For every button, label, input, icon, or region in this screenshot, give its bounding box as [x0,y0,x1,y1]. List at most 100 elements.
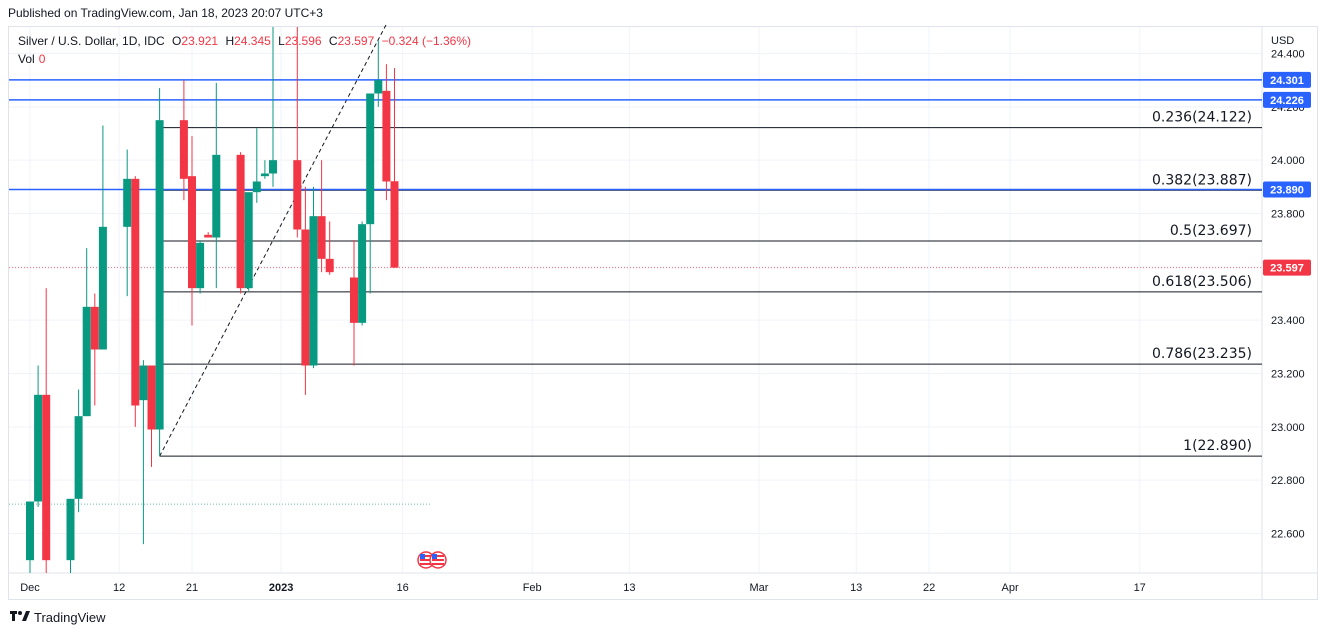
candle-body [26,501,34,561]
hline-price-badge-bg [1263,71,1311,88]
candle-body [236,154,245,289]
low-label: L [278,34,285,48]
fib-level-label: 1(22.890) [1183,438,1252,454]
candle-body [66,498,75,561]
fib-level-label: 0.382(23.887) [1152,172,1252,188]
candle-body [390,181,399,268]
candle-body [155,120,164,430]
footer-brand-label: TradingView [34,610,106,625]
event-flag-stripe [420,555,432,557]
time-tick-label: Apr [1002,582,1019,594]
candle-body [350,277,358,323]
currency-label: USD [1271,35,1294,47]
chart-legend: Silver / U.S. Dollar, 1D, IDC O23.921 H2… [18,34,471,48]
high-value: 24.345 [234,34,271,48]
hline-price-badge: 23.890 [1270,185,1304,197]
price-axis[interactable]: USD22.60022.80023.00023.20023.40023.6002… [1271,35,1305,541]
fib-level-label: 0.618(23.506) [1152,274,1252,290]
last-price-badge-bg [1263,259,1311,276]
candle-body [317,216,326,259]
time-axis[interactable]: Dec 12 21 2023 16 Feb 13 Mar 13 22 Apr 17 [20,582,1146,594]
fib-level-label: 0.5(23.697) [1170,223,1252,239]
low-value: 23.596 [284,34,322,48]
time-tick-label: 16 [396,582,408,594]
candle-body [34,394,43,502]
candle-body [244,192,253,289]
time-tick-label: 13 [850,582,862,594]
footer-brand[interactable]: TradingView [10,610,106,625]
candle-body [301,229,310,366]
fib-trend-line [159,23,387,457]
candle-body [293,160,302,230]
high-label: H [225,34,235,48]
candle-body [382,90,391,182]
time-tick-label: Feb [523,582,542,594]
hline-price-badge-bg [1263,91,1311,108]
candle-body [358,224,367,323]
candle-body [90,306,99,350]
open-value: 23.921 [181,34,219,48]
price-tick-label: 22.800 [1271,475,1305,487]
candle-body [260,173,269,177]
event-flag-stripe [432,555,444,557]
close-label: C [328,34,338,48]
volume-legend: Vol 0 [18,52,45,66]
candle-body [188,176,196,289]
candle-body [98,226,107,350]
candle-body [325,258,334,273]
vol-value: 0 [38,52,46,66]
us-flag-events-icon[interactable] [417,551,447,569]
vol-label: Vol [18,52,35,66]
price-tick-label: 24.000 [1271,155,1305,167]
time-tick-label: 2023 [269,582,293,594]
time-tick-label: 22 [923,582,935,594]
event-flag-stripe [420,559,432,561]
event-flag-stripe [432,559,444,561]
time-tick-label: Dec [20,582,40,594]
price-tick-label: 22.600 [1271,529,1305,541]
symbol-title: Silver / U.S. Dollar, 1D, IDC [18,34,165,48]
event-flag-stripe [420,563,432,565]
candle-body [212,154,221,238]
candle-body [42,394,51,561]
hline-price-badge-bg [1263,181,1311,198]
candle-body [147,365,156,430]
fibonacci-retracement[interactable]: 0.236(24.122) 0.382(23.887) 0.5(23.697) 0.6… [159,23,1262,457]
candle-body [123,178,132,227]
open-label: O [172,34,182,48]
time-tick-label: 13 [623,582,635,594]
event-flag-canton [432,554,437,559]
close-value: 23.597 [337,34,375,48]
candle-body [196,242,205,289]
time-tick-label: 17 [1134,582,1146,594]
grid [9,27,1318,600]
candle-body [269,160,277,174]
hline-price-badge: 24.301 [1270,75,1304,87]
candle-body [252,181,261,193]
candle-body [139,365,148,401]
candle-body [366,93,375,225]
tv-logo-icon [10,610,30,625]
last-price-badge: 23.597 [1270,263,1304,275]
candle-body [179,120,188,179]
price-tick-label: 24.400 [1271,49,1305,61]
fib-level-label: 0.786(23.235) [1152,346,1252,362]
candle-body [204,234,213,238]
candle-body [74,416,83,499]
time-tick-label: Mar [750,582,769,594]
price-tick-label: 23.000 [1271,422,1305,434]
event-flag-canton [420,554,425,559]
time-tick-label: 21 [186,582,198,594]
change-value: −0.324 (−1.36%) [381,34,472,48]
price-tick-label: 23.200 [1271,369,1305,381]
published-caption: Published on TradingView.com, Jan 18, 20… [8,6,323,20]
candle-body [309,216,318,366]
event-flag-stripe [432,563,444,565]
price-badges: 24.301 24.226 23.890 23.597 [1263,71,1311,276]
fib-level-label: 0.236(24.122) [1152,110,1252,126]
chart-frame [8,26,1318,600]
candle-body [131,178,140,406]
price-tick-label: 23.400 [1271,315,1305,327]
hline-price-badge: 24.226 [1270,95,1304,107]
